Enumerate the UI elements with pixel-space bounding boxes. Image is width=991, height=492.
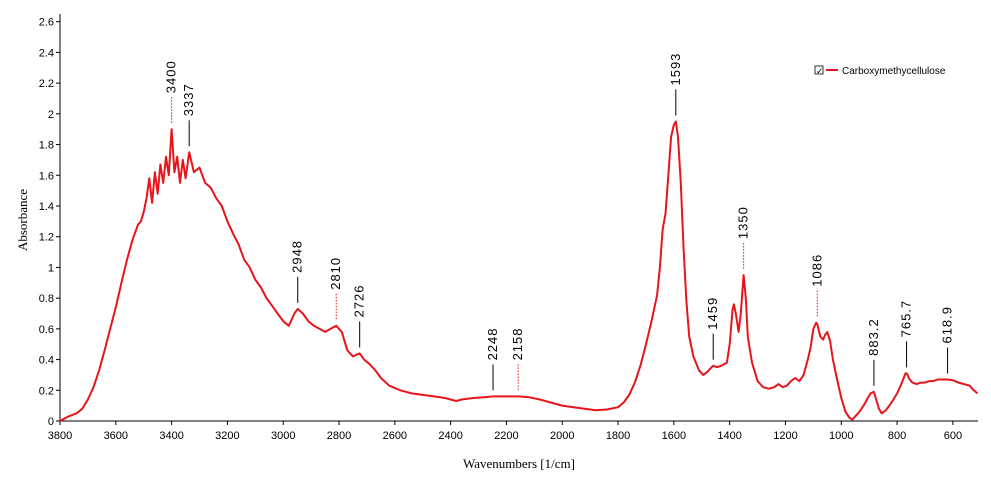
y-tick-label: 1.4 — [39, 201, 54, 213]
x-tick-label: 3000 — [271, 430, 295, 442]
y-tick-label: 2.4 — [39, 47, 54, 59]
x-tick-label: 1000 — [829, 430, 853, 442]
legend-label: Carboxymethycellulose — [842, 66, 946, 77]
x-tick-label: 2400 — [438, 430, 462, 442]
peak-label: 3337 — [181, 83, 196, 116]
peak-label: 1459 — [705, 297, 720, 330]
x-tick-label: 800 — [888, 430, 906, 442]
x-tick-label: 3600 — [104, 430, 128, 442]
peak-label: 883.2 — [866, 318, 881, 356]
peak-label: 1086 — [809, 254, 824, 287]
axes-group — [59, 14, 978, 422]
peak-label: 618.9 — [940, 306, 955, 344]
x-tick-label: 2200 — [494, 430, 518, 442]
x-axis-title: Wavenumbers [1/cm] — [463, 456, 575, 471]
legend: ✓ Carboxymethycellulose — [814, 65, 946, 77]
x-tick-label: 3400 — [159, 430, 183, 442]
x-tick-label: 2000 — [550, 430, 574, 442]
x-tick-label: 1200 — [773, 430, 797, 442]
x-tick-label: 1600 — [662, 430, 686, 442]
x-tick-label: 3200 — [215, 430, 239, 442]
peak-label: 3400 — [164, 60, 179, 93]
peak-label: 2810 — [328, 257, 343, 290]
x-tick-label: 600 — [944, 430, 962, 442]
peak-label: 1350 — [736, 206, 751, 239]
peak-label: 1593 — [668, 53, 683, 86]
y-tick-label: 2 — [48, 109, 54, 121]
y-tick-label: 0.4 — [39, 355, 54, 367]
series-line — [59, 120, 979, 422]
y-tick-label: 0.6 — [39, 324, 54, 336]
y-tick-label: 1.6 — [39, 170, 54, 182]
peak-label: 2726 — [352, 285, 367, 318]
y-tick-label: 1 — [48, 262, 54, 274]
y-axis-ticks: 0 0.2 0.4 0.6 0.8 1 1.2 1.4 1.6 1.8 2 2.2 2.4 2.6 — [39, 17, 60, 428]
x-tick-label: 1800 — [606, 430, 630, 442]
y-axis-title: Absorbance — [15, 189, 30, 251]
legend-check-icon: ✓ — [816, 67, 824, 77]
y-tick-label: 0.8 — [39, 293, 54, 305]
legend-checkbox[interactable] — [814, 65, 824, 75]
x-axis-ticks: 3800 3600 3400 3200 3000 2800 2600 2400 2200 2000… — [48, 421, 962, 442]
series-group — [59, 120, 979, 422]
x-tick-label: 1400 — [717, 430, 741, 442]
y-tick-label: 0 — [48, 416, 54, 428]
y-tick-label: 1.8 — [39, 140, 54, 152]
x-tick-label: 2800 — [327, 430, 351, 442]
peak-label: 2248 — [485, 328, 500, 361]
y-tick-label: 1.2 — [39, 232, 54, 244]
y-tick-label: 2.6 — [39, 17, 54, 29]
peak-label: 2158 — [510, 328, 525, 361]
y-tick-label: 2.2 — [39, 78, 54, 90]
x-tick-label: 3800 — [48, 430, 72, 442]
x-tick-label: 2600 — [383, 430, 407, 442]
peak-label: 2948 — [290, 240, 305, 273]
y-tick-label: 0.2 — [39, 385, 54, 397]
peak-label: 765.7 — [899, 300, 914, 338]
